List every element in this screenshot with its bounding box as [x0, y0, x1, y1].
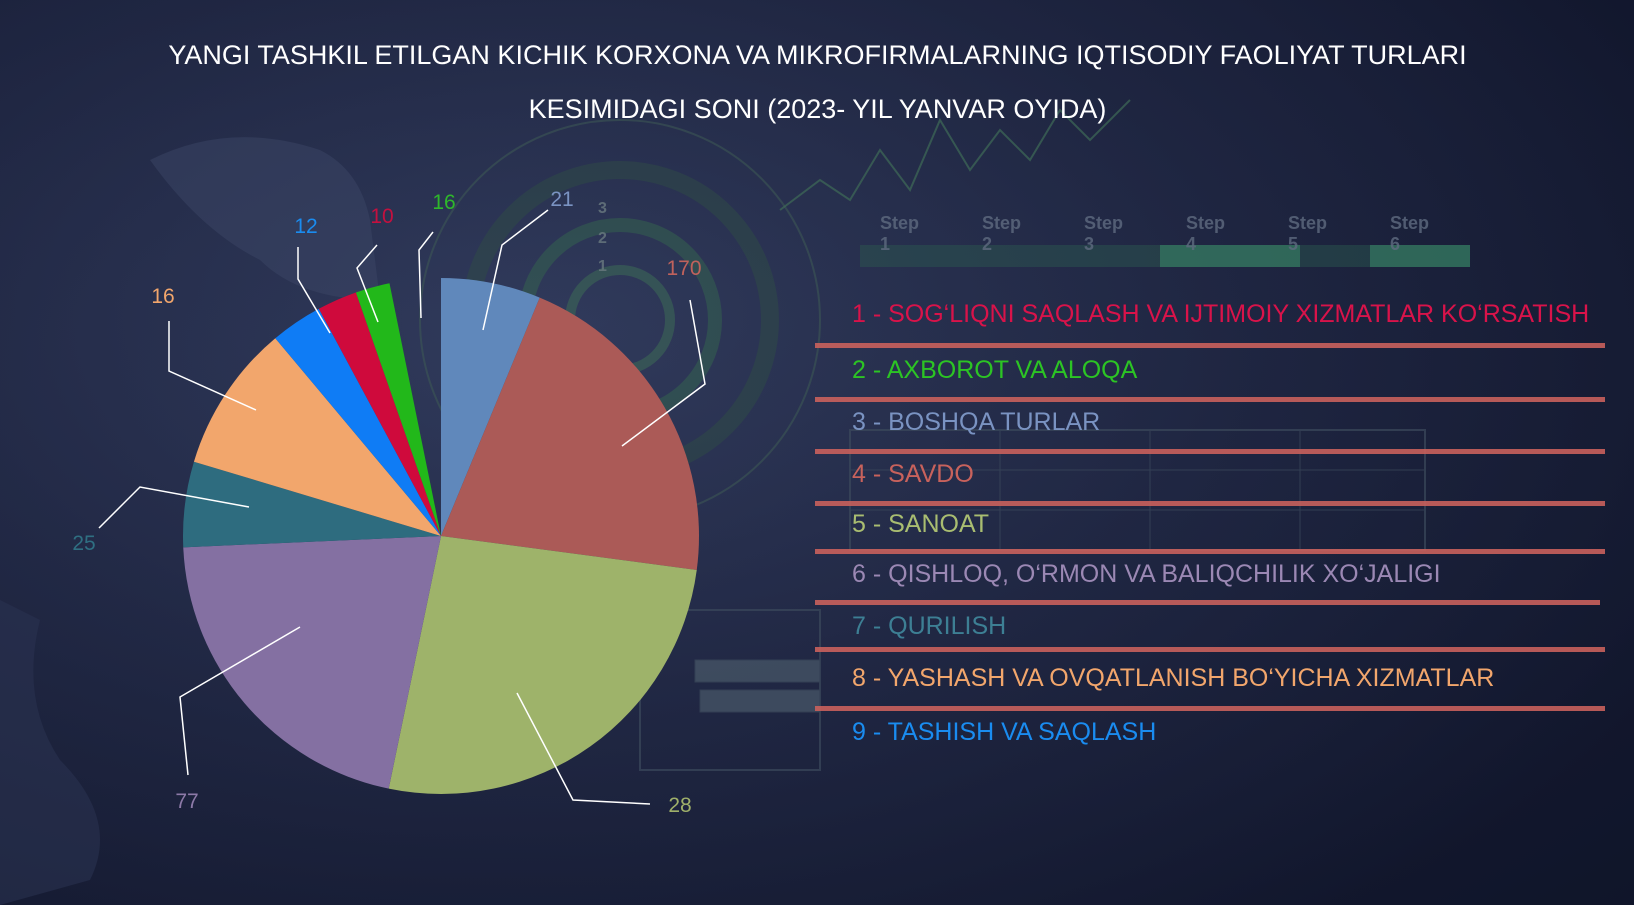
pie-slice — [441, 297, 700, 570]
pie-slice — [318, 292, 441, 536]
chart-title: YANGI TASHKIL ETILGAN KICHIK KORXONA VA … — [168, 40, 1467, 124]
leader-line — [516, 692, 651, 805]
pie-slice — [193, 338, 441, 536]
data-label: 10 — [370, 205, 393, 228]
data-label: 28 — [668, 794, 691, 817]
leader-line — [482, 209, 549, 331]
step-label: Step 6 — [1390, 213, 1430, 254]
leader-line — [621, 299, 706, 447]
gauge-number: 2 — [598, 230, 607, 247]
leader-line — [98, 486, 250, 529]
pie-slice — [183, 461, 442, 548]
gauge-number: 1 — [598, 258, 607, 275]
data-label: 16 — [432, 191, 455, 214]
data-label: 12 — [294, 215, 317, 238]
data-label: 25 — [72, 532, 95, 555]
step-label: Step 2 — [982, 213, 1022, 254]
data-label: 77 — [175, 790, 198, 813]
leader-line — [297, 247, 331, 334]
pie-slice — [355, 283, 441, 536]
data-label: 16 — [151, 285, 174, 308]
pie-slice — [275, 308, 441, 536]
step-label: Step 3 — [1084, 213, 1124, 254]
step-label: Step 5 — [1288, 213, 1328, 254]
step-label: Step 1 — [880, 213, 920, 254]
pie-slice — [441, 278, 540, 536]
data-label: 170 — [666, 257, 701, 280]
step-label: Step 4 — [1186, 213, 1226, 254]
gauge-number: 3 — [598, 200, 607, 217]
leader-line — [418, 231, 434, 319]
pie-slice — [388, 536, 697, 794]
steps-decoration — [860, 245, 1470, 267]
pie-slice — [183, 536, 441, 789]
leader-line — [179, 626, 301, 776]
leader-line — [168, 321, 257, 411]
data-label: 21 — [550, 188, 573, 211]
leader-line — [356, 244, 379, 323]
